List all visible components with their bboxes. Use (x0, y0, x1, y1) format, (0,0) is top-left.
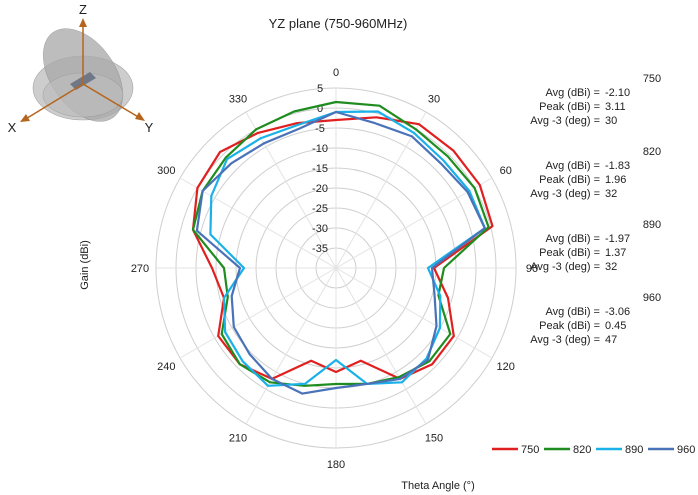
angle-label: 30 (428, 93, 440, 105)
grid-spoke (179, 177, 337, 269)
radial-tick-label: -15 (312, 163, 328, 175)
y-axis-title: Gain (dBi) (79, 240, 91, 290)
angle-label: 240 (157, 361, 175, 373)
legend: 750 820 890 960 (492, 444, 695, 456)
angle-label: 210 (229, 433, 247, 445)
stat-value: -1.83 (605, 160, 630, 172)
stat-label: Avg -3 (deg) = (530, 188, 600, 200)
angle-label: 90 (526, 263, 538, 275)
stat-value: 30 (605, 115, 617, 127)
grid-spoke (179, 267, 337, 359)
series-line-960 (195, 110, 486, 395)
radial-tick-label: -30 (312, 223, 328, 235)
series-line-890 (209, 110, 486, 387)
y-arrow-head (135, 112, 145, 121)
stat-label: Avg (dBi) = (545, 160, 600, 172)
stat-frequency: 890 (643, 219, 661, 231)
series-line-750 (191, 116, 494, 380)
angle-label: 180 (327, 459, 345, 471)
orientation-axes-icon: Z X Y (8, 2, 154, 135)
stat-value: -1.97 (605, 233, 630, 245)
stat-label: Avg (dBi) = (545, 87, 600, 99)
stats-panel: 750 Avg (dBi) = -2.10 Peak (dBi) = 3.11 Avg -… (530, 73, 661, 346)
z-arrow-head (79, 18, 87, 27)
stat-value: 47 (605, 334, 617, 346)
stat-frequency: 820 (643, 146, 661, 158)
angle-label: 300 (157, 165, 175, 177)
x-arrow-head (20, 114, 30, 122)
angle-label: 0 (333, 67, 339, 79)
angle-labels: 0 30 60 90 120 150 180 210 240 270 300 330 (131, 67, 538, 471)
stat-label: Avg -3 (deg) = (530, 115, 600, 127)
angle-label: 330 (229, 93, 247, 105)
stat-frequency: 960 (643, 292, 661, 304)
radial-tick-label: 5 (317, 83, 323, 95)
stat-value: -3.06 (605, 306, 630, 318)
y-axis-label: Y (145, 120, 154, 135)
legend-label: 750 (521, 444, 539, 456)
stat-value: 32 (605, 261, 617, 273)
radial-tick-label: -20 (312, 183, 328, 195)
z-axis-label: Z (79, 2, 87, 17)
stat-label: Avg -3 (deg) = (530, 261, 600, 273)
angle-label: 270 (131, 263, 149, 275)
grid-spoke (335, 267, 427, 425)
stat-label: Avg (dBi) = (545, 306, 600, 318)
grid-spoke (335, 111, 427, 269)
radial-tick-label: -35 (312, 243, 328, 255)
angle-label: 150 (425, 433, 443, 445)
y-axis-arrow (82, 83, 141, 119)
radial-tick-label: 0 (317, 103, 323, 115)
angle-label: 120 (497, 361, 515, 373)
grid-spoke (335, 267, 493, 359)
stat-label: Peak (dBi) = (539, 320, 600, 332)
grid-spoke (245, 267, 337, 425)
stat-label: Avg -3 (deg) = (530, 334, 600, 346)
stat-value: 1.96 (605, 174, 626, 186)
x-axis-arrow (23, 83, 84, 121)
radial-tick-labels: 5 0 -5 -10 -15 -20 -25 -30 -35 (312, 83, 328, 255)
stat-value: 0.45 (605, 320, 626, 332)
grid-spoke (335, 177, 493, 269)
stat-value: -2.10 (605, 87, 630, 99)
stat-frequency: 750 (643, 73, 661, 85)
angle-label: 60 (500, 165, 512, 177)
radial-tick-label: -10 (312, 143, 328, 155)
legend-label: 960 (677, 444, 695, 456)
chart-title: YZ plane (750-960MHz) (269, 16, 408, 31)
stat-value: 32 (605, 188, 617, 200)
stat-label: Peak (dBi) = (539, 101, 600, 113)
x-axis-title: Theta Angle (°) (401, 480, 475, 492)
radial-tick-label: -5 (315, 123, 325, 135)
stat-label: Peak (dBi) = (539, 247, 600, 259)
stat-value: 1.37 (605, 247, 626, 259)
radial-tick-label: -25 (312, 203, 328, 215)
stat-label: Avg (dBi) = (545, 233, 600, 245)
x-axis-label: X (8, 120, 17, 135)
legend-label: 820 (573, 444, 591, 456)
stat-value: 3.11 (605, 101, 626, 113)
legend-label: 890 (625, 444, 643, 456)
polar-grid (155, 87, 517, 449)
series-lines (191, 100, 494, 395)
stat-label: Peak (dBi) = (539, 174, 600, 186)
